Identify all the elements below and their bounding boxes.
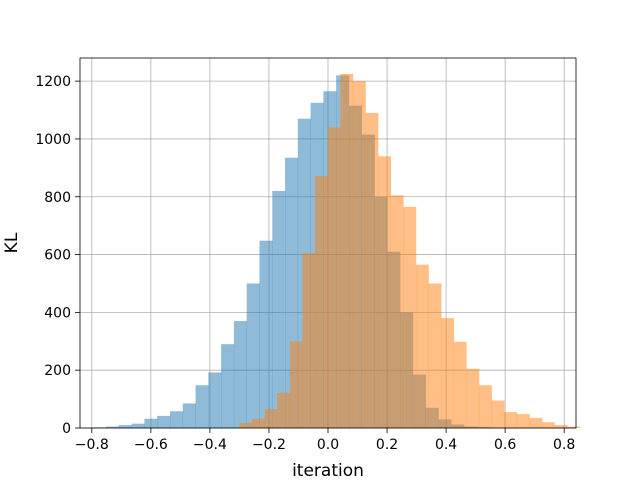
x-tick-label: 0.8 xyxy=(553,437,575,453)
histogram-bar xyxy=(453,341,467,428)
histogram-bar xyxy=(169,411,184,428)
histogram-bar xyxy=(182,403,196,428)
histogram-bar xyxy=(403,206,417,428)
histogram-bar xyxy=(529,417,543,428)
histogram-bar xyxy=(554,425,568,428)
histogram-bar xyxy=(428,283,442,428)
y-axis-ticks: 0 200 400 600 800 1000 1200 xyxy=(35,74,80,437)
x-tick-label: −0.8 xyxy=(75,437,109,453)
histogram-bar xyxy=(491,400,505,428)
histogram-bar xyxy=(378,156,392,428)
histogram-bar xyxy=(541,422,555,428)
histogram-bar xyxy=(478,385,492,428)
histogram-bar xyxy=(390,195,404,428)
histogram-bar xyxy=(567,426,581,428)
histogram-bar xyxy=(415,264,429,428)
histogram-bar xyxy=(340,73,354,428)
histogram-bar xyxy=(289,341,303,428)
histogram-bar xyxy=(327,127,341,428)
histogram-bar xyxy=(264,409,278,428)
x-tick-label: 0.0 xyxy=(317,437,339,453)
y-axis-label: KL xyxy=(2,232,22,253)
x-tick-label: 0.2 xyxy=(376,437,398,453)
y-tick-label: 200 xyxy=(44,363,71,379)
y-tick-label: 1200 xyxy=(35,74,71,90)
histogram-bar xyxy=(277,392,291,428)
histogram-bar xyxy=(195,385,209,428)
histogram-bar xyxy=(252,418,265,428)
x-axis-label: iteration xyxy=(292,461,364,480)
histogram-bar xyxy=(144,418,158,428)
histogram-bar xyxy=(352,81,366,428)
y-tick-label: 0 xyxy=(62,421,71,437)
histogram-bar xyxy=(233,321,247,428)
histogram-bar xyxy=(315,175,328,428)
histogram-bar xyxy=(516,414,530,428)
histogram-bar xyxy=(106,426,120,428)
x-tick-label: −0.4 xyxy=(193,437,227,453)
histogram-bar xyxy=(131,423,145,428)
histogram-bar xyxy=(208,372,222,428)
histogram-bar xyxy=(302,253,316,428)
y-tick-label: 1000 xyxy=(35,132,71,148)
histogram-bar xyxy=(504,412,518,428)
histogram-bar xyxy=(221,344,235,428)
histogram-series-2 xyxy=(239,73,581,428)
histogram-bar xyxy=(259,240,273,428)
histogram-bar xyxy=(246,283,260,428)
x-tick-label: −0.6 xyxy=(134,437,168,453)
histogram-bars xyxy=(93,73,581,428)
histogram-bar xyxy=(466,368,480,428)
x-tick-label: −0.2 xyxy=(252,437,286,453)
histogram-bar xyxy=(118,425,132,428)
histogram-bar xyxy=(441,318,455,428)
histogram-bar xyxy=(365,112,379,428)
x-tick-label: 0.4 xyxy=(435,437,457,453)
histogram-bar xyxy=(157,415,171,428)
x-tick-label: 0.6 xyxy=(494,437,516,453)
histogram-bar xyxy=(272,190,286,428)
histogram-bar xyxy=(239,422,253,428)
y-tick-label: 800 xyxy=(44,190,71,206)
y-tick-label: 400 xyxy=(44,305,71,321)
y-tick-label: 600 xyxy=(44,248,71,264)
x-axis-ticks: −0.8 −0.6 −0.4 −0.2 0.0 0.2 0.4 0.6 0.8 xyxy=(75,428,575,453)
